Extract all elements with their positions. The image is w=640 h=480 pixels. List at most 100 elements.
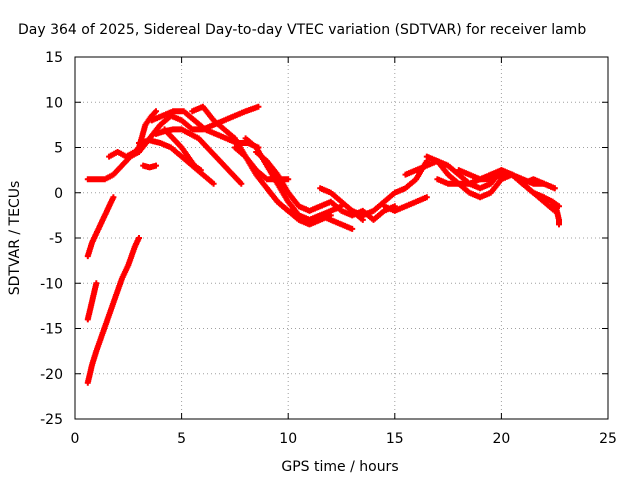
data-point bbox=[478, 177, 482, 181]
data-point bbox=[148, 138, 152, 142]
data-point bbox=[297, 204, 301, 208]
axis-ticks: 0 5 10 15 20 25 -25 -20 -15 -10 -5 0 5 10 15 bbox=[40, 50, 617, 447]
data-point bbox=[361, 218, 365, 222]
data-point bbox=[107, 204, 111, 208]
data-point bbox=[531, 182, 535, 186]
data-point bbox=[521, 182, 525, 186]
data-point bbox=[103, 177, 107, 181]
data-point bbox=[133, 150, 137, 154]
data-point bbox=[231, 173, 235, 177]
data-point bbox=[171, 109, 175, 113]
data-point bbox=[133, 245, 137, 249]
data-point bbox=[107, 155, 111, 159]
data-point bbox=[212, 118, 216, 122]
data-point bbox=[160, 114, 164, 118]
data-point bbox=[425, 159, 429, 163]
data-point bbox=[192, 118, 196, 122]
data-point bbox=[239, 182, 243, 186]
series-track-18 bbox=[381, 194, 430, 214]
data-point bbox=[467, 173, 471, 177]
data-point bbox=[180, 127, 184, 131]
chart-title: Day 364 of 2025, Sidereal Day-to-day VTE… bbox=[18, 22, 586, 38]
data-point bbox=[414, 168, 418, 172]
data-point bbox=[254, 146, 258, 149]
data-point bbox=[542, 195, 546, 199]
data-point bbox=[382, 209, 386, 213]
data-point bbox=[393, 191, 397, 195]
data-point bbox=[101, 331, 105, 335]
data-point bbox=[222, 118, 226, 122]
data-point bbox=[254, 168, 258, 172]
data-point bbox=[403, 204, 407, 208]
data-point bbox=[382, 204, 386, 208]
x-tick-label: 25 bbox=[599, 431, 617, 447]
data-point bbox=[542, 182, 546, 186]
data-point bbox=[350, 227, 354, 231]
data-point bbox=[114, 295, 118, 299]
data-point bbox=[148, 165, 152, 169]
data-point bbox=[201, 173, 205, 177]
data-point bbox=[557, 218, 561, 222]
data-point bbox=[205, 146, 209, 149]
data-point bbox=[318, 186, 322, 190]
data-point bbox=[265, 186, 269, 190]
series-track-9 bbox=[161, 126, 204, 174]
data-point bbox=[199, 168, 203, 172]
data-point bbox=[137, 141, 141, 145]
data-point bbox=[361, 209, 365, 213]
data-point bbox=[188, 132, 192, 136]
x-tick-label: 10 bbox=[279, 431, 297, 447]
data-point bbox=[393, 209, 397, 213]
data-point bbox=[478, 195, 482, 199]
data-point bbox=[186, 155, 190, 159]
data-point bbox=[329, 218, 333, 222]
data-point bbox=[158, 141, 162, 145]
data-point bbox=[244, 136, 248, 140]
data-point bbox=[141, 164, 145, 168]
data-point bbox=[214, 132, 218, 136]
data-point bbox=[318, 213, 322, 217]
series-track-23 bbox=[549, 198, 562, 228]
data-point bbox=[150, 118, 154, 122]
series-track-7 bbox=[153, 126, 245, 187]
y-tick-label: -15 bbox=[40, 322, 63, 338]
data-point bbox=[557, 222, 561, 226]
data-point bbox=[435, 177, 439, 181]
data-point bbox=[154, 109, 158, 113]
x-tick-label: 0 bbox=[71, 431, 80, 447]
series-track-2 bbox=[84, 280, 100, 323]
series-track-3 bbox=[84, 235, 142, 386]
data-point bbox=[276, 200, 280, 204]
data-point bbox=[137, 146, 141, 149]
data-point bbox=[425, 155, 429, 159]
y-axis-title: SDTVAR / TECUs bbox=[7, 181, 23, 296]
data-point bbox=[425, 195, 429, 199]
data-point bbox=[308, 222, 312, 226]
series-track-15 bbox=[263, 185, 334, 228]
data-point bbox=[478, 186, 482, 190]
data-point bbox=[286, 200, 290, 204]
y-tick-label: 10 bbox=[45, 95, 63, 111]
data-point bbox=[318, 218, 322, 222]
data-point bbox=[90, 241, 94, 245]
data-point bbox=[86, 317, 90, 321]
data-point bbox=[214, 155, 218, 159]
data-point bbox=[254, 150, 258, 154]
y-tick-label: -10 bbox=[40, 276, 63, 292]
data-point bbox=[286, 177, 290, 181]
data-point bbox=[499, 177, 503, 181]
data-point bbox=[340, 200, 343, 204]
data-point bbox=[192, 164, 196, 168]
data-point bbox=[265, 177, 269, 181]
data-point bbox=[90, 299, 94, 303]
data-point bbox=[457, 182, 461, 186]
data-point bbox=[244, 155, 248, 159]
data-point bbox=[371, 209, 375, 213]
data-point bbox=[489, 177, 493, 181]
data-point bbox=[414, 177, 418, 181]
data-point bbox=[120, 164, 124, 168]
data-point bbox=[403, 186, 407, 190]
data-point bbox=[233, 136, 237, 140]
